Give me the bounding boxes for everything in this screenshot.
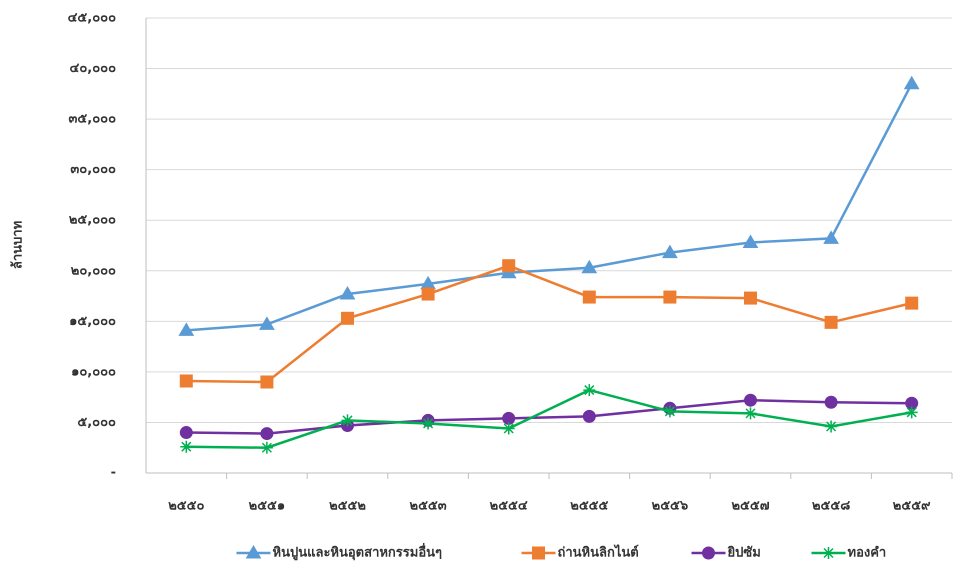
legend-label: ยิปซัม [727,546,761,561]
data-point [339,286,356,300]
series-line [186,264,912,384]
data-point [502,422,515,435]
data-point [823,230,839,244]
data-point [583,384,596,397]
y-tick-label: ๓๕,๐๐๐ [69,112,117,127]
data-point [259,316,275,330]
legend-marker [702,546,715,560]
x-tick-label: ๒๕๕๖ [652,499,689,514]
data-point [582,409,596,423]
data-point [179,426,193,440]
data-point [260,375,274,389]
y-tick-label: ๕,๐๐๐ [77,415,116,430]
data-point [744,393,757,407]
data-point [825,420,838,433]
data-point [421,287,435,301]
data-point [422,417,435,430]
x-tick-label: ๒๕๕๓ [410,499,447,514]
data-point [662,244,678,259]
data-point [663,405,676,418]
x-tick-label: ๒๕๕๔ [490,499,528,514]
legend-marker [245,545,262,559]
x-tick-label: ๒๕๕๘ [812,499,850,514]
y-axis-label: ล้านบาท [10,221,26,269]
legend-marker [822,547,835,559]
data-point [905,406,918,419]
legend-label: ถ่านหินลิกไนต์ [558,544,639,561]
series-line [186,388,912,449]
data-point [179,374,193,388]
data-point [824,315,838,329]
data-point [742,234,759,248]
data-point [180,440,193,453]
data-point [260,427,274,441]
data-point [903,75,920,90]
data-point [178,322,195,336]
data-point [341,311,354,325]
data-point [581,259,598,274]
data-point [824,395,838,409]
data-point [744,407,757,420]
data-point [744,291,757,305]
x-tick-label: ๒๕๕๗ [731,499,769,514]
y-tick-label: ๑๕,๐๐๐ [69,314,116,329]
y-tick-label: ๒๕,๐๐๐ [69,213,116,228]
x-tick-label: ๒๕๕๙ [893,499,931,514]
x-tick-label: ๒๕๕๒ [329,499,366,514]
x-tick-label: ๒๕๕๕ [570,499,608,514]
legend-label: ทองคำ [848,545,887,561]
data-point [341,414,354,427]
data-point [502,259,516,273]
x-tick-label: ๒๕๕๐ [168,499,204,514]
legend-label: หินปูนและหินอุตสาหกรรมอื่นๆ [273,543,443,561]
series-line [186,83,913,332]
y-tick-label: ๔๐,๐๐๐ [69,61,116,76]
y-tick-label: ๑๐,๐๐๐ [71,364,116,379]
y-tick-label: ๓๐,๐๐๐ [70,162,116,177]
data-point [663,290,677,304]
x-tick-label: ๒๕๕๑ [249,499,286,514]
data-point [260,441,273,454]
y-tick-label: - [111,466,116,481]
y-tick-label: ๒๐,๐๐๐ [71,263,116,278]
data-point [582,290,596,304]
data-point [905,296,919,310]
y-tick-label: ๔๕,๐๐๐ [68,11,116,26]
series-line [186,398,912,435]
legend-marker [532,546,545,560]
